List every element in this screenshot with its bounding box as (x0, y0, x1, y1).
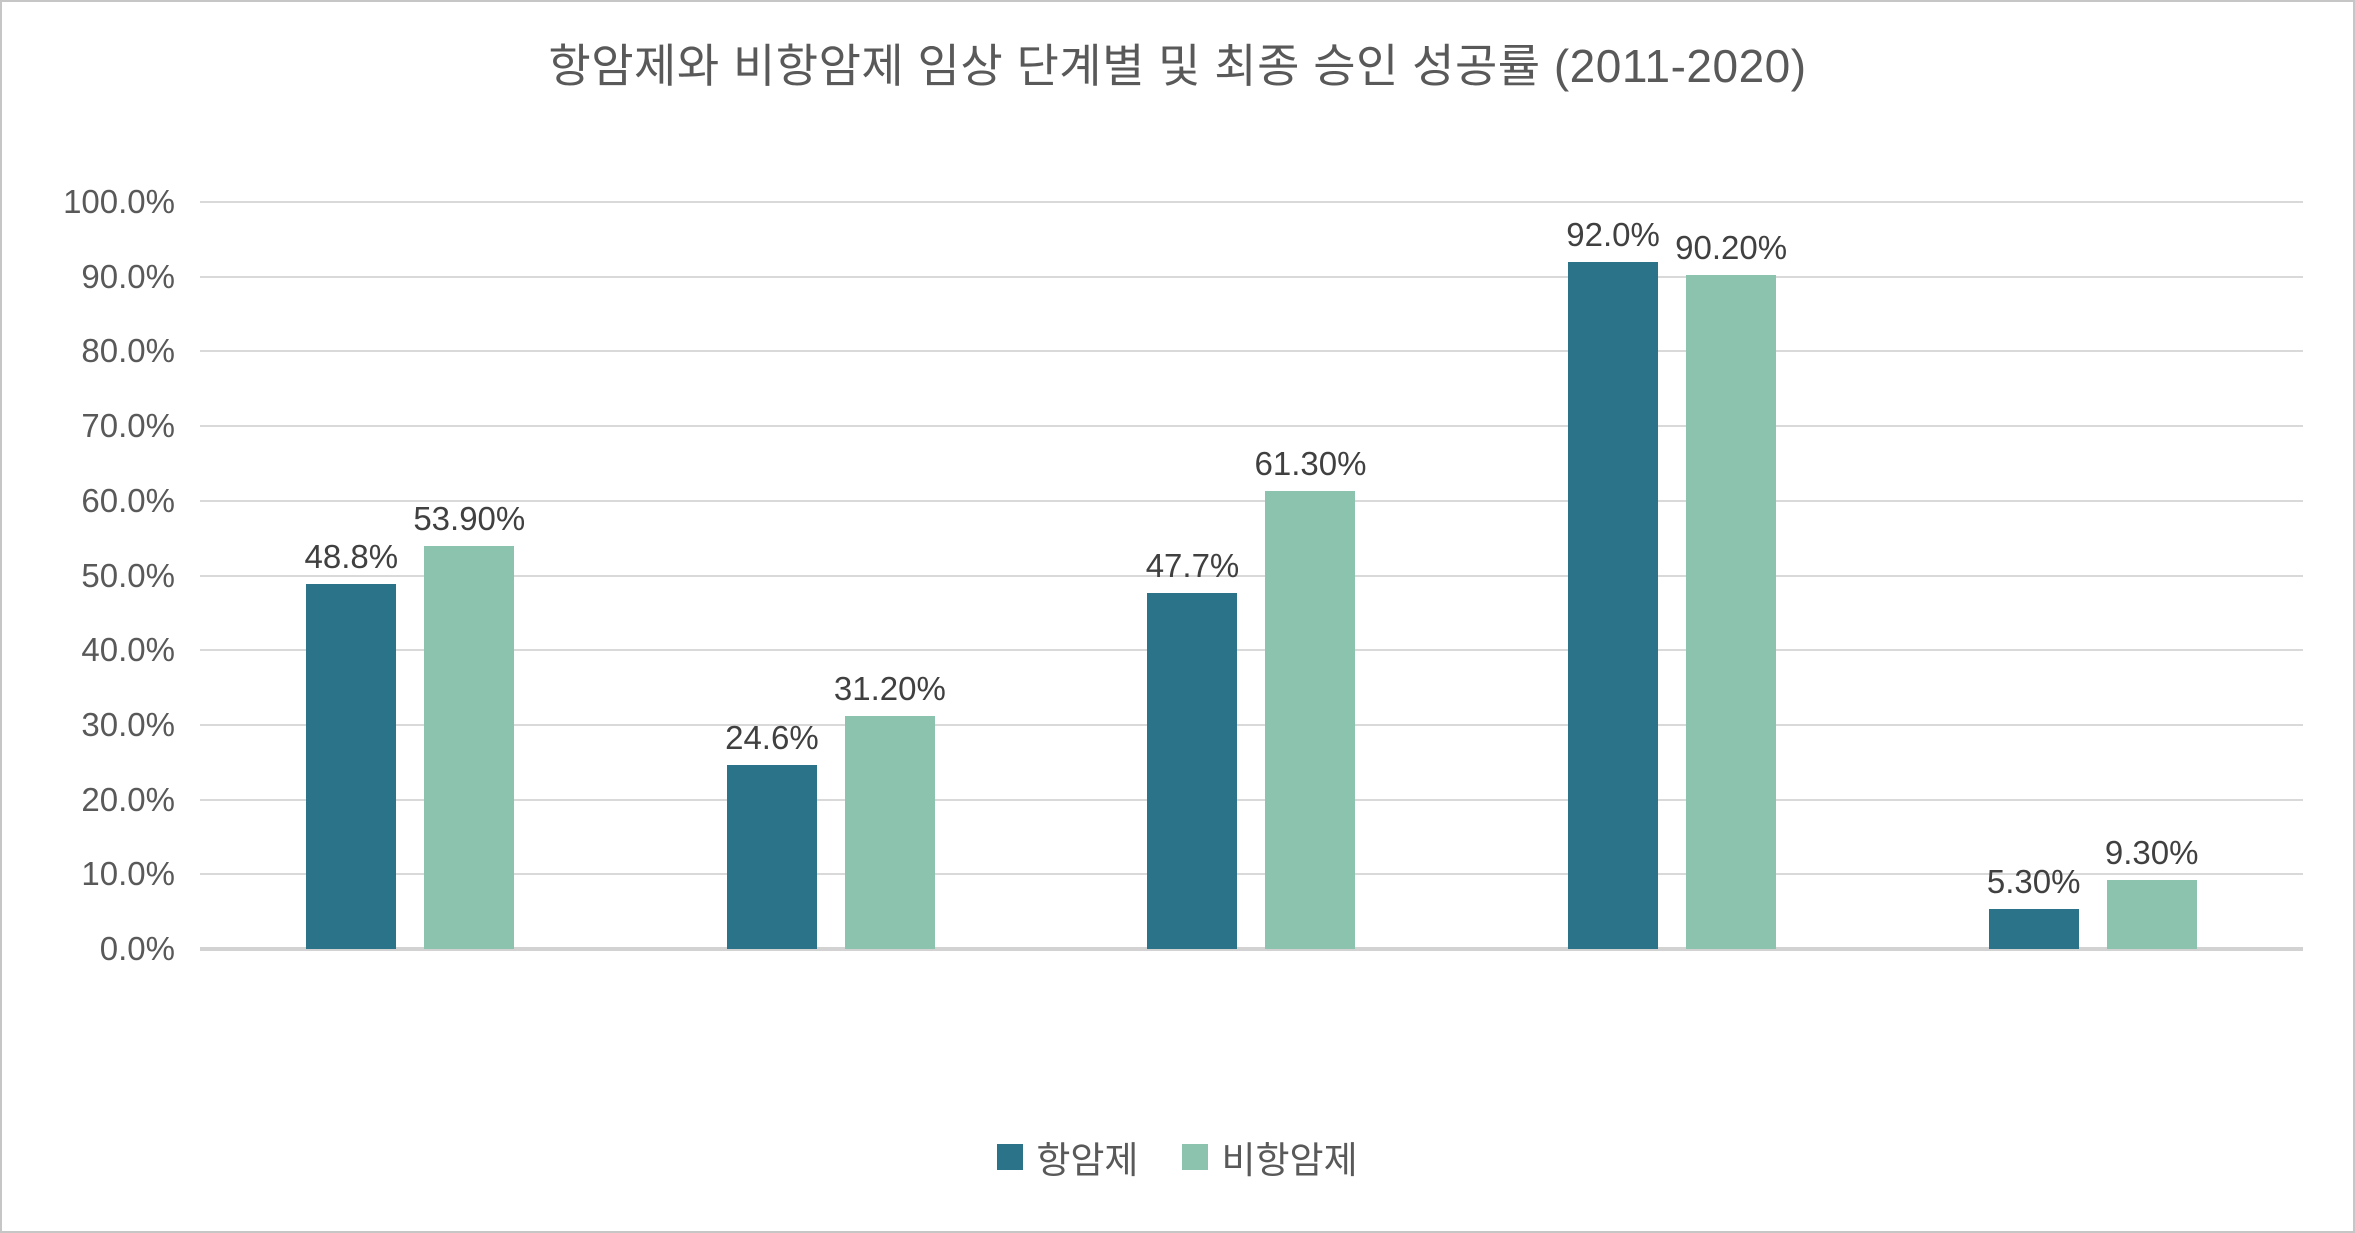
y-tick-label-10: 10.0% (81, 855, 175, 893)
bar-group-3: 47.7% 61.30% (1041, 202, 1462, 949)
bar-fill-항암제-group-1 (306, 584, 397, 949)
bar-비항암제-group-4: 90.20% (1675, 202, 1787, 949)
gridline-40 (200, 649, 2303, 652)
bar-fill-비항암제-group-5 (2106, 879, 2197, 949)
data-label-비항암제-group-5: 9.30% (2104, 833, 2199, 871)
bar-fill-비항암제-group-3 (1265, 491, 1356, 949)
gridline-100 (200, 201, 2303, 203)
legend-item-비항암제: 비항암제 (1182, 1130, 1358, 1184)
bar-항암제-group-4: 92.0% (1566, 202, 1660, 949)
legend-label: 비항암제 (1221, 1140, 1358, 1181)
bar-group-1: 48.8% 53.90% (200, 202, 621, 949)
gridline-80 (200, 350, 2303, 353)
bar-fill-항암제-group-5 (1988, 909, 2079, 949)
gridline-10 (200, 873, 2303, 876)
bar-fill-항암제-group-3 (1147, 592, 1238, 949)
bar-group-5: 5.30% 9.30% (1882, 202, 2303, 949)
gridline-0 (200, 947, 2303, 951)
bar-항암제-group-5: 5.30% (1986, 202, 2081, 949)
data-label-비항암제-group-1: 53.90% (413, 500, 526, 538)
legend-item-항암제: 항암제 (997, 1130, 1138, 1184)
bar-group-2: 24.6% 31.20% (621, 202, 1042, 949)
data-label-비항암제-group-3: 61.30% (1254, 445, 1367, 483)
bar-group-4: 92.0% 90.20% (1462, 202, 1883, 949)
y-tick-label-20: 20.0% (81, 780, 175, 818)
legend-swatch-icon (1182, 1144, 1209, 1170)
gridline-50 (200, 574, 2303, 577)
bar-fill-비항암제-group-1 (424, 546, 515, 949)
y-tick-label-60: 60.0% (81, 481, 175, 519)
bar-fill-항암제-group-2 (726, 765, 817, 949)
chart-title: 항암제와 비항암제 임상 단계별 및 최종 승인 성공률 (2011-2020) (548, 40, 1807, 92)
gridline-60 (200, 499, 2303, 502)
legend-swatch-icon (997, 1144, 1024, 1170)
y-tick-label-0: 0.0% (99, 930, 175, 967)
data-label-비항암제-group-4: 90.20% (1675, 229, 1788, 267)
y-tick-label-30: 30.0% (81, 705, 175, 743)
bar-비항암제-group-2: 31.20% (834, 202, 946, 949)
bar-항암제-group-1: 48.8% (304, 202, 399, 949)
data-label-항암제-group-3: 47.7% (1145, 546, 1240, 584)
data-label-항암제-group-5: 5.30% (1986, 863, 2081, 901)
data-label-항암제-group-1: 48.8% (304, 538, 399, 576)
bar-groups: 48.8% 53.90% 24.6% 31.20% 47.7% 61.30% 92.0% 90… (200, 202, 2303, 949)
y-tick-label-70: 70.0% (81, 407, 175, 445)
data-label-항암제-group-2: 24.6% (725, 719, 819, 757)
y-tick-label-80: 80.0% (81, 332, 175, 370)
gridline-90 (200, 275, 2303, 278)
y-tick-label-100: 100.0% (63, 183, 175, 220)
plot-area: 48.8% 53.90% 24.6% 31.20% 47.7% 61.30% 92.0% 90… (200, 201, 2303, 951)
bar-항암제-group-3: 47.7% (1145, 202, 1240, 949)
bar-비항암제-group-1: 53.90% (413, 202, 525, 949)
gridline-70 (200, 425, 2303, 428)
legend: 항암제 비항암제 (2, 1130, 2353, 1184)
data-label-항암제-group-4: 92.0% (1566, 215, 1660, 253)
y-tick-label-40: 40.0% (81, 631, 175, 669)
bar-항암제-group-2: 24.6% (725, 202, 819, 949)
y-tick-label-50: 50.0% (81, 556, 175, 594)
legend-label: 항암제 (1036, 1140, 1139, 1181)
bar-fill-항암제-group-4 (1568, 261, 1659, 949)
gridline-30 (200, 723, 2303, 726)
bar-비항암제-group-5: 9.30% (2104, 202, 2199, 949)
y-axis: 0.0% 10.0% 20.0% 30.0% 40.0% 50.0% 60.0% 70.0% 8… (2, 183, 175, 967)
bar-fill-비항암제-group-2 (844, 715, 935, 949)
y-tick-label-90: 90.0% (81, 257, 175, 295)
bar-fill-비항암제-group-4 (1686, 275, 1777, 949)
data-label-비항암제-group-2: 31.20% (833, 669, 946, 707)
gridline-20 (200, 798, 2303, 801)
bar-비항암제-group-3: 61.30% (1255, 202, 1366, 949)
